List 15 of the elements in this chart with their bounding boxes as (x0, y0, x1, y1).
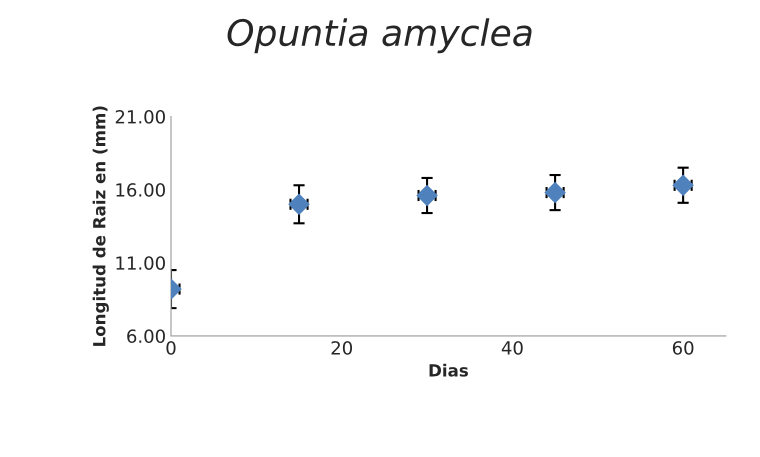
x-tick-label: 60 (672, 341, 694, 355)
y-tick-label: 21.00 (116, 110, 165, 124)
y-tick-label: 16.00 (116, 183, 165, 197)
y-axis-title: Longitud de Raiz en (mm) (92, 106, 109, 346)
x-tick-label: 20 (332, 341, 352, 355)
x-tick-label: 0 (166, 341, 176, 355)
x-axis-title: Dias (430, 364, 468, 377)
y-tick-label: 6.00 (127, 329, 165, 344)
chart-title: Opuntia amyclea (228, 18, 532, 54)
y-tick-label: 11.00 (116, 256, 165, 270)
point (544, 182, 566, 204)
x-tick-label: 40 (502, 341, 523, 355)
point (416, 184, 438, 206)
point (672, 174, 694, 196)
point (288, 194, 310, 215)
